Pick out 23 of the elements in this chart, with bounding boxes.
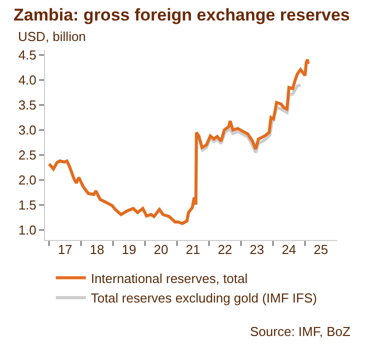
- y-tick-label: 3.0: [18, 122, 36, 138]
- x-tick-label: 21: [186, 242, 200, 257]
- x-tick-label: 18: [90, 242, 104, 257]
- x-tick-label: 20: [154, 242, 168, 257]
- y-tick-label: 2.5: [18, 148, 36, 163]
- y-axis-title: USD, billion: [18, 29, 86, 44]
- x-tick-label: 23: [250, 242, 264, 257]
- legend-label: Total reserves excluding gold (IMF IFS): [90, 290, 317, 306]
- x-tick-label: 25: [314, 242, 328, 257]
- x-tick-label: 22: [218, 242, 232, 257]
- y-tick-label: 1.0: [18, 222, 36, 238]
- x-tick-label: 24: [282, 242, 296, 257]
- legend-label: International reserves, total: [90, 270, 248, 286]
- line-series: [48, 58, 310, 225]
- x-tick-label: 19: [122, 242, 136, 257]
- y-tick-label: 4.5: [18, 48, 36, 63]
- y-tick-label: 1.5: [18, 198, 36, 213]
- x-tick-label: 17: [58, 242, 72, 257]
- y-tick-label: 3.5: [18, 98, 36, 113]
- y-tick-label: 2.0: [18, 172, 36, 188]
- source-note: Source: IMF, BoZ: [250, 324, 350, 339]
- y-tick-label: 4.0: [18, 72, 36, 88]
- chart-title: Zambia: gross foreign exchange reserves: [14, 6, 350, 25]
